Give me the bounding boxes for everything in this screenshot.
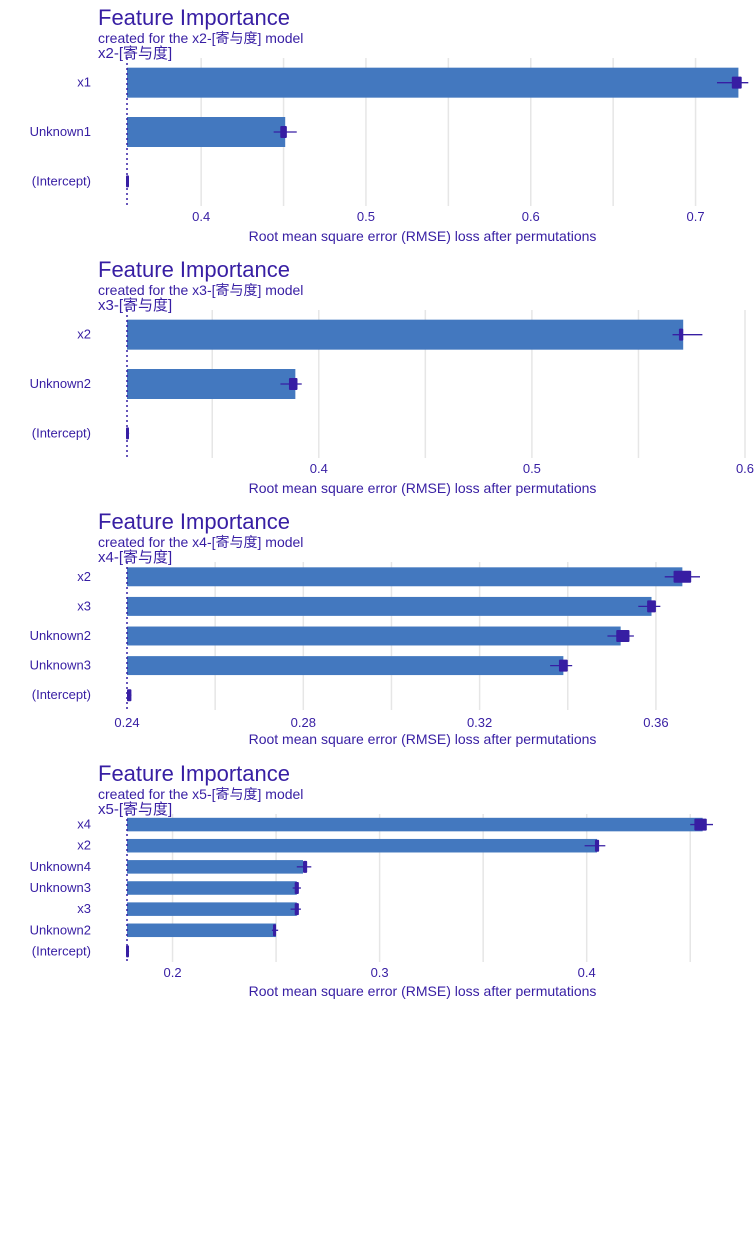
x-axis-label: Root mean square error (RMSE) loss after… — [248, 731, 597, 747]
tick-label: 0.7 — [687, 209, 705, 224]
chart-svg: x1 Unknown1 (Intercept) 0.4 0.5 0.6 0.7 — [30, 58, 749, 224]
category-label: Unknown2 — [30, 628, 91, 643]
box — [273, 924, 277, 937]
bar — [127, 567, 683, 587]
box — [127, 689, 132, 702]
box — [678, 328, 684, 341]
chart-svg: x4 x2 Unknown4 Unknown3 x3 Unknown2 (Intercept… — [30, 814, 713, 980]
tick-label: 0.6 — [522, 209, 540, 224]
bar — [127, 881, 297, 895]
category-label: x1 — [77, 75, 91, 90]
facet-label: x5-[寄与度] — [98, 801, 173, 818]
category-label: Unknown1 — [30, 124, 91, 139]
panel-x4: Feature Importance created for the x4-[寄… — [0, 504, 755, 756]
box — [280, 126, 287, 138]
category-label: Unknown2 — [30, 922, 91, 937]
facet-label: x3-[寄与度] — [98, 297, 173, 314]
bar — [127, 838, 598, 853]
bar — [127, 369, 296, 399]
panel-x5: Feature Importance created for the x5-[寄… — [0, 756, 755, 1008]
category-label: x2 — [77, 327, 91, 342]
panel-x3: Feature Importance created for the x3-[寄… — [0, 252, 755, 504]
category-label: Unknown3 — [30, 880, 91, 895]
category-label: Unknown4 — [30, 859, 91, 874]
box — [126, 427, 129, 440]
bar — [127, 817, 703, 832]
panel-title: Feature Importance — [98, 257, 290, 282]
box — [294, 882, 299, 894]
panel-subtitle: created for the x2-[寄与度] model — [98, 30, 304, 46]
bar — [127, 860, 304, 874]
bar — [127, 626, 621, 646]
category-label: (Intercept) — [32, 173, 91, 188]
bar — [127, 67, 739, 98]
category-label: (Intercept) — [32, 687, 91, 702]
category-label: x4 — [77, 817, 91, 832]
panel-subtitle: created for the x4-[寄与度] model — [98, 534, 304, 550]
box — [303, 860, 308, 873]
tick-label: 0.3 — [371, 965, 389, 980]
x-axis-label: Root mean square error (RMSE) loss after… — [248, 983, 597, 999]
bar — [127, 656, 564, 676]
category-label: Unknown3 — [30, 658, 91, 673]
x-axis-label: Root mean square error (RMSE) loss after… — [248, 228, 597, 244]
bar — [127, 596, 652, 616]
tick-label: 0.5 — [357, 209, 375, 224]
box — [673, 570, 692, 583]
category-label: (Intercept) — [32, 943, 91, 958]
category-label: x2 — [77, 569, 91, 584]
panel-title: Feature Importance — [98, 509, 290, 534]
box — [558, 659, 568, 672]
box — [288, 378, 298, 390]
box — [731, 76, 742, 89]
bar — [127, 117, 286, 147]
chart-svg: x2 x3 Unknown2 Unknown3 (Intercept) 0.24 0.28 0… — [30, 562, 700, 730]
category-label: (Intercept) — [32, 425, 91, 440]
category-label: x3 — [77, 598, 91, 613]
panel-title: Feature Importance — [98, 5, 290, 30]
tick-label: 0.2 — [164, 965, 182, 980]
chart-svg: x2 Unknown2 (Intercept) 0.4 0.5 0.6 — [30, 310, 754, 476]
tick-label: 0.4 — [310, 461, 328, 476]
box — [126, 175, 129, 188]
category-label: x2 — [77, 838, 91, 853]
box — [594, 839, 600, 852]
tick-label: 0.6 — [736, 461, 754, 476]
tick-label: 0.4 — [578, 965, 596, 980]
panel-subtitle: created for the x3-[寄与度] model — [98, 282, 304, 298]
tick-label: 0.32 — [467, 715, 492, 730]
x-axis-label: Root mean square error (RMSE) loss after… — [248, 480, 597, 496]
tick-label: 0.36 — [643, 715, 668, 730]
tick-label: 0.28 — [291, 715, 316, 730]
tick-label: 0.24 — [114, 715, 139, 730]
box — [616, 630, 630, 642]
category-label: x3 — [77, 901, 91, 916]
box — [294, 903, 299, 916]
facet-label: x2-[寄与度] — [98, 45, 173, 62]
panel-subtitle: created for the x5-[寄与度] model — [98, 786, 304, 802]
panel-title: Feature Importance — [98, 761, 290, 786]
bar — [127, 319, 684, 350]
bar — [127, 923, 277, 938]
box — [694, 818, 707, 831]
facet-label: x4-[寄与度] — [98, 549, 173, 566]
box — [647, 600, 656, 613]
bar — [127, 902, 297, 916]
tick-label: 0.5 — [523, 461, 541, 476]
tick-label: 0.4 — [192, 209, 210, 224]
panel-x2: Feature Importance created for the x2-[寄… — [0, 0, 755, 252]
category-label: Unknown2 — [30, 376, 91, 391]
